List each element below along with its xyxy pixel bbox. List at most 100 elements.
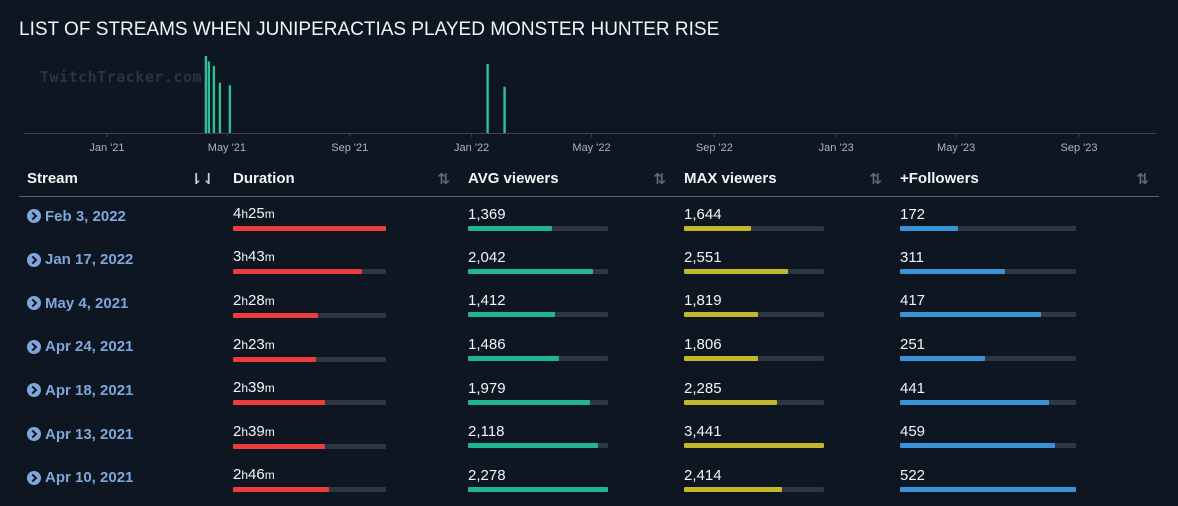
max-viewers-bar	[684, 399, 824, 405]
x-tick-label: Jan '22	[454, 142, 489, 154]
stream-link[interactable]: Feb 3, 2022	[27, 208, 126, 225]
stream-cell: Apr 13, 2021	[19, 414, 225, 458]
column-header-avg-viewers[interactable]: AVG viewers ⇅	[460, 162, 676, 197]
avg-viewers-bar	[468, 268, 608, 274]
column-header-followers[interactable]: +Followers ⇅	[892, 162, 1159, 197]
sort-arrows-icon[interactable]: ⇅	[869, 171, 882, 188]
stream-bar[interactable]	[212, 66, 216, 133]
stream-link[interactable]: May 4, 2021	[27, 295, 128, 312]
stream-date[interactable]: Apr 10, 2021	[45, 469, 134, 487]
stream-bar[interactable]	[503, 86, 506, 133]
stream-date[interactable]: Apr 13, 2021	[45, 425, 134, 443]
followers-bar-fill	[900, 399, 1049, 405]
stream-date[interactable]: Apr 24, 2021	[45, 338, 134, 356]
max-viewers-cell: 3,441	[676, 414, 892, 458]
max-viewers-value: 1,819	[684, 292, 722, 310]
followers-value: 459	[900, 423, 926, 441]
max-viewers-bar-fill	[684, 356, 758, 362]
sort-arrows-icon[interactable]: ⇅	[1136, 171, 1149, 188]
column-header-max-viewers[interactable]: MAX viewers ⇅	[676, 162, 892, 197]
avg-viewers-value: 2,118	[468, 423, 505, 441]
stream-bar[interactable]	[207, 61, 211, 134]
avg-viewers-bar-fill	[468, 268, 594, 274]
page-title: LIST OF STREAMS WHEN JUNIPERACTIAS PLAYE…	[19, 19, 720, 40]
max-viewers-value: 2,414	[684, 466, 722, 484]
followers-value: 311	[900, 248, 924, 266]
avg-viewers-bar	[468, 399, 608, 405]
duration-bar	[233, 487, 386, 493]
table-row: Apr 13, 2021 2h39m 2,118 3,441 459	[19, 414, 1159, 458]
table-row: Apr 18, 2021 2h39m 1,979 2,285 441	[19, 370, 1159, 414]
chevron-right-icon	[27, 470, 41, 485]
duration-cell: 2h39m	[225, 414, 460, 458]
followers-bar-fill	[900, 225, 959, 231]
stream-link[interactable]: Apr 10, 2021	[27, 469, 133, 486]
avg-viewers-value: 1,369	[468, 205, 506, 223]
sort-arrows-icon[interactable]: ⇅	[437, 171, 450, 188]
max-viewers-cell: 1,644	[676, 196, 892, 240]
stream-cell: Apr 24, 2021	[19, 327, 225, 371]
sort-desc-icon[interactable]: ⇂⇃	[189, 171, 215, 188]
followers-cell: 441	[892, 370, 1159, 414]
stream-date[interactable]: Apr 18, 2021	[45, 381, 134, 399]
max-viewers-cell: 2,285	[676, 370, 892, 414]
max-viewers-cell: 2,551	[676, 240, 892, 284]
x-tick-label: May '21	[208, 142, 246, 154]
avg-viewers-cell: 2,042	[460, 240, 676, 284]
avg-viewers-bar-fill	[468, 356, 560, 362]
column-header-duration[interactable]: Duration ⇅	[225, 162, 460, 197]
followers-bar-fill	[900, 312, 1041, 318]
max-viewers-bar-fill	[684, 268, 788, 274]
followers-cell: 251	[892, 327, 1159, 371]
duration-cell: 4h25m	[225, 196, 460, 240]
sort-arrows-icon[interactable]: ⇅	[653, 171, 666, 188]
table-row: Jan 17, 2022 3h43m 2,042 2,551 311	[19, 240, 1159, 284]
table-header-row: Stream ⇂⇃ Duration ⇅ AVG viewers ⇅ MAX view…	[19, 162, 1159, 197]
stream-bar[interactable]	[218, 82, 222, 133]
duration-bar	[233, 400, 386, 406]
stream-link[interactable]: Jan 17, 2022	[27, 251, 133, 268]
duration-bar	[233, 443, 386, 449]
x-tick-label: Sep '22	[696, 142, 733, 154]
timeline-svg: Jan '21 May '21 Sep '21 Jan '22 May '22 Sep '…	[24, 56, 1156, 154]
max-viewers-bar	[684, 356, 824, 362]
chevron-right-icon	[27, 339, 41, 354]
column-header-stream[interactable]: Stream ⇂⇃	[19, 162, 225, 197]
followers-bar	[900, 225, 1076, 231]
duration-bar-fill	[233, 269, 362, 275]
followers-bar-fill	[900, 356, 985, 362]
duration-minutes: 28	[248, 291, 265, 309]
followers-bar	[900, 443, 1076, 449]
avg-viewers-value: 1,979	[468, 379, 506, 397]
stream-date[interactable]: Feb 3, 2022	[45, 207, 126, 225]
stream-link[interactable]: Apr 18, 2021	[27, 382, 133, 399]
stream-link[interactable]: Apr 13, 2021	[27, 426, 133, 443]
stream-date[interactable]: Jan 17, 2022	[45, 251, 134, 269]
max-viewers-value: 2,285	[684, 379, 722, 397]
duration-hours: 4	[233, 205, 242, 223]
duration-minutes: 43	[248, 248, 265, 266]
duration-cell: 2h23m	[225, 327, 460, 371]
stream-bar[interactable]	[204, 56, 208, 133]
duration-cell: 2h39m	[225, 370, 460, 414]
duration-cell: 2h28m	[225, 283, 460, 327]
stream-date[interactable]: May 4, 2021	[45, 294, 129, 312]
stream-link[interactable]: Apr 24, 2021	[27, 338, 133, 355]
followers-bar-fill	[900, 486, 1076, 492]
avg-viewers-bar-fill	[468, 443, 599, 449]
avg-viewers-cell: 1,979	[460, 370, 676, 414]
stream-bar[interactable]	[228, 85, 232, 133]
avg-viewers-bar	[468, 443, 608, 449]
followers-bar	[900, 356, 1076, 362]
avg-viewers-cell: 2,278	[460, 458, 676, 502]
duration-minutes: 25	[248, 205, 265, 223]
duration-hours: 2	[233, 466, 242, 484]
streams-timeline-chart: TwitchTracker.com Jan '21 May '21 Sep '21 J…	[24, 50, 1156, 160]
avg-viewers-value: 2,042	[468, 248, 506, 266]
duration-bar-fill	[233, 400, 325, 406]
table-row: Apr 10, 2021 2h46m 2,278 2,414 522	[19, 458, 1159, 502]
x-tick-label: Sep '23	[1061, 142, 1098, 154]
stream-bar[interactable]	[486, 63, 489, 133]
followers-bar-fill	[900, 443, 1055, 449]
duration-bar-fill	[233, 356, 316, 362]
